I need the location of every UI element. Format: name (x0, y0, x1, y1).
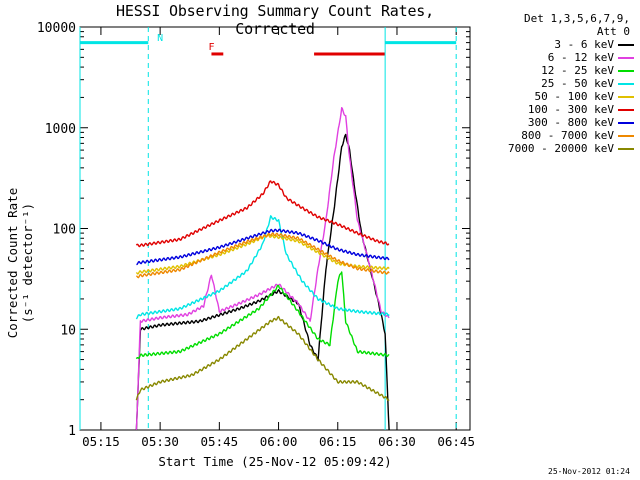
series-line-6 (136, 228, 390, 266)
series-line-3 (135, 215, 390, 320)
legend-swatch (618, 147, 634, 150)
legend-swatch (618, 56, 634, 59)
legend-header-detectors: Det 1,3,5,6,7,9, (524, 12, 630, 25)
legend-swatch (618, 121, 634, 124)
generation-timestamp: 25-Nov-2012 01:24 (548, 467, 630, 476)
legend-entry-label: 300 - 800 keV (527, 116, 614, 129)
x-tick-label: 05:15 (82, 434, 120, 449)
legend-entry: 12 - 25 keV (476, 64, 636, 77)
night-marker-label: N (157, 33, 164, 44)
x-tick-label: 05:45 (201, 434, 239, 449)
y-axis-label: Corrected Count Rate (s⁻¹ detector⁻¹) (5, 187, 35, 339)
legend-swatch (618, 134, 634, 137)
series-line-8 (135, 315, 390, 401)
legend-entry: 25 - 50 keV (476, 77, 636, 90)
legend-swatch (618, 82, 634, 85)
legend-header-attenuator: Att 0 (596, 25, 630, 38)
legend-entry: 50 - 100 keV (476, 90, 636, 103)
legend-entry-label: 7000 - 20000 keV (508, 142, 614, 155)
legend-entry-label: 25 - 50 keV (541, 77, 614, 90)
legend-swatch (618, 95, 634, 98)
chart-title: HESSI Observing Summary Count Rates, Cor… (116, 2, 434, 38)
y-tick-label: 10000 (37, 21, 76, 36)
legend-entry-label: 800 - 7000 keV (521, 129, 614, 142)
x-tick-label: 06:45 (437, 434, 475, 449)
legend-entry: 6 - 12 keV (476, 51, 636, 64)
series-line-0 (135, 133, 390, 431)
legend-entry-label: 100 - 300 keV (527, 103, 614, 116)
legend-entry: 100 - 300 keV (476, 103, 636, 116)
legend-entry: 7000 - 20000 keV (476, 142, 636, 155)
flare-marker-label: F (208, 42, 215, 53)
x-tick-label: 06:00 (260, 434, 298, 449)
y-tick-label: 10 (60, 323, 76, 338)
legend-entry: 300 - 800 keV (476, 116, 636, 129)
legend: Det 1,3,5,6,7,9, Att 0 3 - 6 keV 6 - 12 k… (476, 12, 636, 155)
legend-entry-label: 50 - 100 keV (534, 90, 614, 103)
y-tick-label: 1 (68, 424, 76, 439)
series-line-5 (135, 180, 390, 248)
legend-entry: 800 - 7000 keV (476, 129, 636, 142)
x-tick-label: 06:30 (378, 434, 416, 449)
series-line-7 (135, 232, 390, 279)
legend-entry: 3 - 6 keV (476, 38, 636, 51)
legend-entry-label: 6 - 12 keV (547, 51, 614, 64)
legend-entry-label: 12 - 25 keV (541, 64, 614, 77)
legend-entries: 3 - 6 keV 6 - 12 keV 12 - 25 keV 25 - 50 ke… (476, 38, 636, 155)
series-line-2 (135, 271, 390, 360)
y-tick-label: 100 (53, 223, 76, 238)
x-tick-label: 06:15 (319, 434, 357, 449)
x-tick-label: 05:30 (141, 434, 179, 449)
series-line-1 (135, 106, 390, 430)
legend-entry-label: 3 - 6 keV (554, 38, 614, 51)
legend-swatch (618, 43, 634, 46)
legend-swatch (618, 69, 634, 72)
y-tick-label: 1000 (45, 122, 76, 137)
legend-swatch (618, 108, 634, 111)
x-axis-label: Start Time (25-Nov-12 05:09:42) (158, 454, 392, 469)
